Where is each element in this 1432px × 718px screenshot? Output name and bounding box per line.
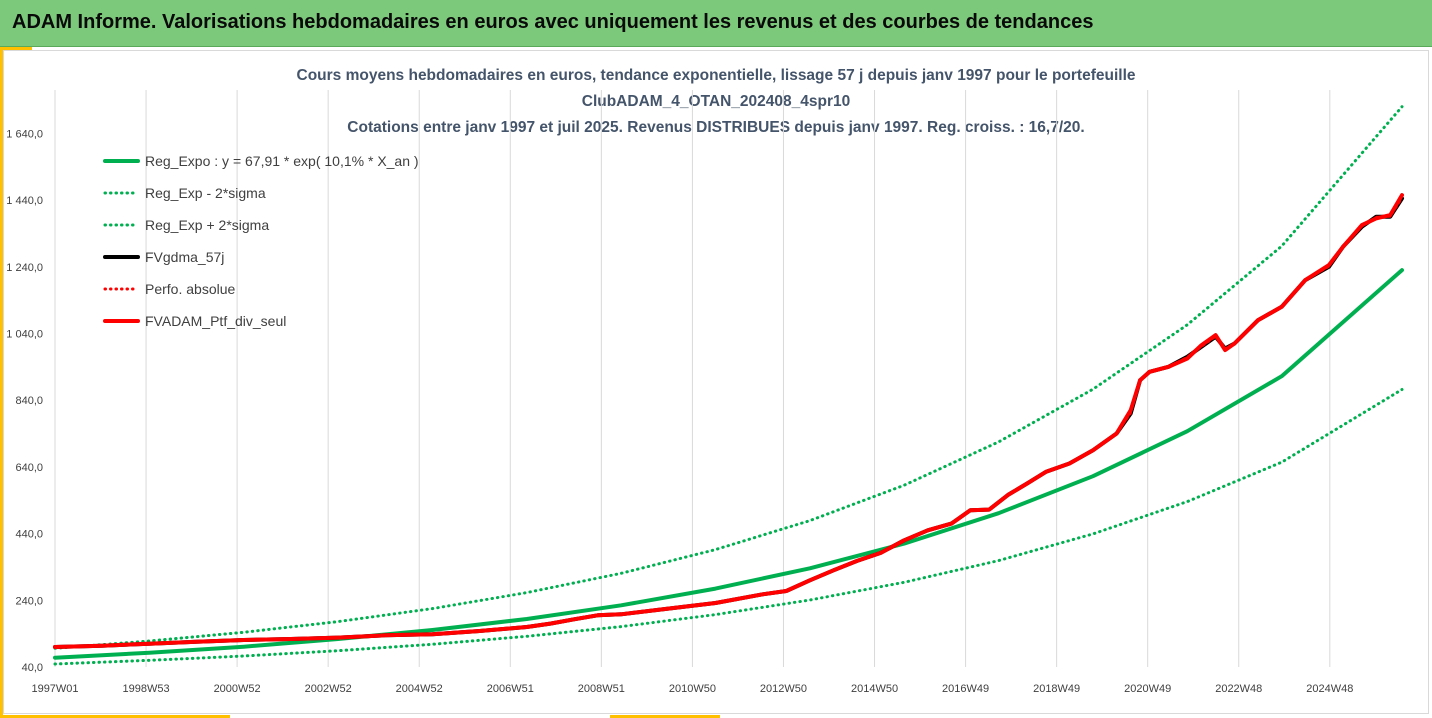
x-tick-label: 2012W50 — [760, 683, 807, 695]
x-tick-label: 2016W49 — [942, 683, 989, 695]
chart-title-line-1: Cours moyens hebdomadaires en euros, ten… — [296, 67, 1136, 84]
y-tick-label: 1 240,0 — [6, 262, 43, 274]
x-tick-label: 2010W50 — [669, 683, 716, 695]
legend-label: FVADAM_Ptf_div_seul — [145, 313, 286, 329]
x-tick-label: 2006W51 — [487, 683, 534, 695]
y-tick-label: 640,0 — [15, 462, 43, 474]
x-tick-label: 2024W48 — [1306, 683, 1353, 695]
legend-label: Reg_Expo : y = 67,91 * exp( 10,1% * X_an… — [145, 153, 419, 169]
accent-bar-bottom-left — [0, 715, 230, 718]
chart-frame — [3, 50, 1429, 714]
page-title: ADAM Informe. Valorisations hebdomadaire… — [12, 11, 1094, 33]
x-tick-label: 2018W49 — [1033, 683, 1080, 695]
y-tick-label: 440,0 — [15, 529, 43, 541]
legend-label: Reg_Exp - 2*sigma — [145, 185, 266, 201]
x-tick-label: 1998W53 — [123, 683, 170, 695]
legend-label: Perfo. absolue — [145, 281, 235, 297]
series-line-5 — [53, 193, 1404, 649]
chart-title-line-3: Cotations entre janv 1997 et juil 2025. … — [347, 119, 1085, 136]
header-banner: ADAM Informe. Valorisations hebdomadaire… — [0, 0, 1432, 47]
x-tick-label: 2008W51 — [578, 683, 625, 695]
series-line-1 — [53, 388, 1404, 666]
y-tick-label: 1 640,0 — [6, 128, 43, 140]
y-tick-label: 1 440,0 — [6, 195, 43, 207]
series-line-2 — [53, 105, 1404, 650]
x-tick-label: 2020W49 — [1124, 683, 1171, 695]
y-tick-label: 840,0 — [15, 395, 43, 407]
series-line-0 — [53, 268, 1404, 660]
x-tick-label: 2004W52 — [396, 683, 443, 695]
accent-bar-left — [0, 47, 3, 718]
y-tick-label: 1 040,0 — [6, 328, 43, 340]
x-tick-label: 1997W01 — [31, 683, 78, 695]
legend-label: FVgdma_57j — [145, 249, 224, 265]
x-tick-label: 2000W52 — [214, 683, 261, 695]
accent-bar-bottom-right — [610, 715, 720, 718]
x-tick-label: 2014W50 — [851, 683, 898, 695]
accent-bar-top-left — [0, 47, 32, 50]
y-tick-label: 40,0 — [22, 662, 43, 674]
y-tick-label: 240,0 — [15, 595, 43, 607]
legend-label: Reg_Exp + 2*sigma — [145, 217, 269, 233]
x-tick-label: 2022W48 — [1215, 683, 1262, 695]
x-tick-label: 2002W52 — [305, 683, 352, 695]
